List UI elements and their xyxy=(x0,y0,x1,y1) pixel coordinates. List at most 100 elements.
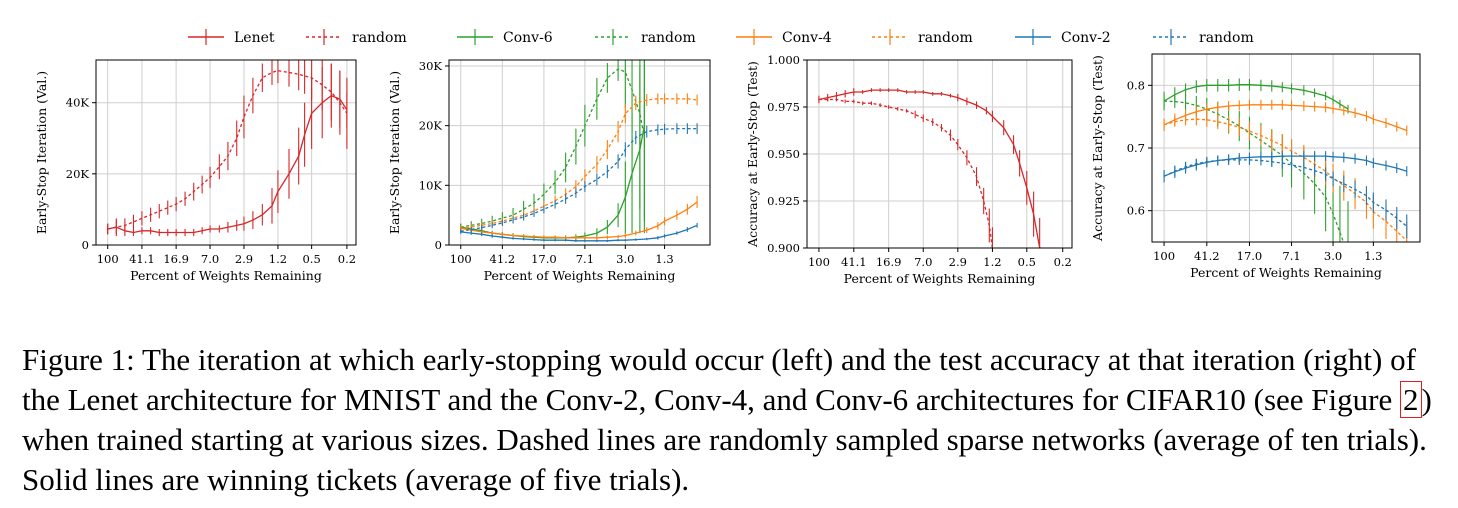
series-2 xyxy=(1163,99,1408,136)
series-1 xyxy=(818,97,994,248)
caption-text-start: Figure 1: The iteration at which early-s… xyxy=(22,342,1416,417)
y-axis-label: Accuracy at Early-Stop (Test) xyxy=(745,61,760,248)
series-line xyxy=(460,224,698,242)
x-tick-label: 16.9 xyxy=(163,252,189,266)
x-tick-label: 0.5 xyxy=(302,252,320,266)
x-tick-label: 17.0 xyxy=(1237,249,1263,263)
y-tick-label: 0 xyxy=(82,238,89,252)
x-axis-label: Percent of Weights Remaining xyxy=(1190,265,1382,280)
x-tick-label: 100 xyxy=(450,252,472,266)
series-line xyxy=(1163,118,1408,242)
x-tick-label: 7.1 xyxy=(576,252,594,266)
legend-label: random xyxy=(918,30,973,46)
lenet-early-stop-accuracy-chart: 100 41.1 16.9 7.0 2.9 1.2 0.5 0.2 0.900 0.925 0.95… xyxy=(745,53,1073,286)
series-line xyxy=(818,89,1041,248)
y-tick-label: 0.8 xyxy=(1127,78,1145,92)
series-0 xyxy=(818,88,1041,248)
x-tick-label: 1.2 xyxy=(983,255,1001,269)
x-tick-label: 100 xyxy=(808,255,830,269)
series-line xyxy=(460,125,646,239)
legend-entry-0: Lenet xyxy=(188,29,275,46)
y-tick-label: 0.7 xyxy=(1127,141,1145,155)
series-line xyxy=(1163,159,1408,227)
x-tick-label: 41.1 xyxy=(129,252,155,266)
caption-text-end: ) when trained starting at various sizes… xyxy=(22,382,1432,497)
x-axis-label: Percent of Weights Remaining xyxy=(484,268,676,283)
legend-entry-7: random xyxy=(1153,29,1254,46)
y-tick-label: 0 xyxy=(435,238,442,252)
legend-label: Conv-6 xyxy=(503,30,553,46)
y-axis-label: Early-Stop Iteration (Val.) xyxy=(387,71,402,234)
series-line xyxy=(107,94,348,234)
series-0 xyxy=(107,63,348,237)
legend-label: random xyxy=(1199,30,1254,46)
series-5 xyxy=(1163,154,1408,239)
x-tick-label: 41.2 xyxy=(1194,249,1220,263)
series-line xyxy=(460,98,698,229)
x-tick-label: 41.1 xyxy=(841,255,867,269)
axes-frame xyxy=(448,59,711,246)
series-1 xyxy=(1163,94,1349,242)
x-axis-label: Percent of Weights Remaining xyxy=(844,271,1036,286)
series-line xyxy=(1164,100,1345,242)
figure-caption: Figure 1: The iteration at which early-s… xyxy=(22,340,1442,500)
figure-panels: Lenet random Conv-6 random Conv-4 random Conv-… xyxy=(34,29,1421,286)
series-line xyxy=(460,201,698,239)
x-tick-label: 3.0 xyxy=(1324,249,1342,263)
y-tick-label: 40K xyxy=(66,96,90,110)
plot-area xyxy=(107,60,348,237)
x-tick-label: 100 xyxy=(1153,249,1175,263)
legend-label: Lenet xyxy=(234,30,275,46)
y-tick-label: 0.950 xyxy=(767,147,800,161)
axes-frame xyxy=(95,59,357,246)
x-axis-label: Percent of Weights Remaining xyxy=(130,268,322,283)
figure-2-reference-link[interactable]: 2 xyxy=(1400,381,1422,418)
legend-entry-3: random xyxy=(595,29,696,46)
series-line xyxy=(1163,155,1407,177)
x-tick-label: 1.2 xyxy=(269,252,287,266)
legend-entry-4: Conv-4 xyxy=(736,29,832,46)
lenet-early-stop-iteration-chart: 100 41.1 16.9 7.0 2.9 1.2 0.5 0.2 0 20K 40K Percent… xyxy=(34,59,357,283)
x-tick-label: 2.9 xyxy=(949,255,967,269)
legend-entry-2: Conv-6 xyxy=(457,29,553,46)
y-tick-label: 1.000 xyxy=(767,53,800,67)
series-1 xyxy=(460,60,646,234)
series-4 xyxy=(1163,151,1408,183)
series-line xyxy=(460,127,698,232)
series-3 xyxy=(460,93,698,231)
axes-frame xyxy=(806,59,1073,249)
y-tick-label: 10K xyxy=(419,178,443,192)
series-3 xyxy=(1163,112,1408,242)
x-tick-label: 7.0 xyxy=(201,252,219,266)
series-4 xyxy=(460,222,698,243)
x-tick-label: 7.0 xyxy=(914,255,932,269)
x-tick-label: 100 xyxy=(97,252,119,266)
series-line xyxy=(107,70,348,230)
series-1 xyxy=(107,60,348,235)
y-axis-label: Early-Stop Iteration (Val.) xyxy=(34,71,49,234)
series-line xyxy=(1163,104,1408,132)
x-tick-label: 2.9 xyxy=(235,252,253,266)
x-tick-label: 7.1 xyxy=(1282,249,1300,263)
legend-label: Conv-4 xyxy=(782,30,832,46)
y-axis-label: Accuracy at Early-Stop (Test) xyxy=(1090,55,1105,242)
x-tick-label: 17.0 xyxy=(531,252,557,266)
y-tick-label: 20K xyxy=(419,119,443,133)
x-tick-label: 1.3 xyxy=(655,252,673,266)
y-tick-label: 0.6 xyxy=(1127,204,1145,218)
plot-area xyxy=(818,88,1041,248)
series-2 xyxy=(460,196,698,240)
plot-area xyxy=(460,60,698,243)
legend-entry-5: random xyxy=(872,29,973,46)
x-tick-label: 3.0 xyxy=(616,252,634,266)
conv-early-stop-accuracy-chart: 100 41.2 17.0 7.1 3.0 1.3 0.6 0.7 0.8 Percent of … xyxy=(1090,53,1421,280)
x-tick-label: 0.5 xyxy=(1018,255,1036,269)
axes-frame xyxy=(1151,53,1421,243)
legend-label: random xyxy=(641,30,696,46)
y-tick-label: 30K xyxy=(419,59,443,73)
y-tick-label: 0.900 xyxy=(767,241,800,255)
x-tick-label: 16.9 xyxy=(876,255,902,269)
y-tick-label: 20K xyxy=(66,167,90,181)
x-tick-label: 1.3 xyxy=(1364,249,1382,263)
conv-early-stop-iteration-chart: 100 41.2 17.0 7.1 3.0 1.3 0 10K 20K 30K Percent of… xyxy=(387,59,711,283)
